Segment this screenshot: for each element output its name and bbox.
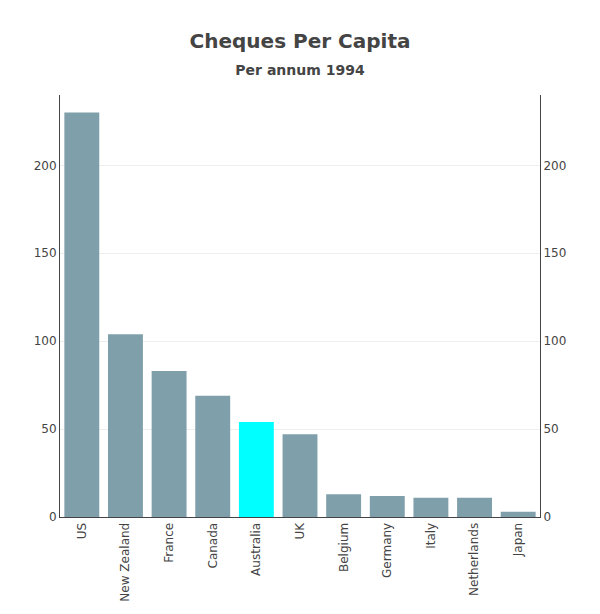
- svg-text:0: 0: [49, 510, 57, 524]
- svg-text:100: 100: [34, 334, 57, 348]
- svg-text:Netherlands: Netherlands: [467, 523, 481, 596]
- svg-text:Italy: Italy: [424, 523, 438, 549]
- svg-text:50: 50: [41, 422, 56, 436]
- svg-text:France: France: [162, 523, 176, 563]
- svg-text:UK: UK: [293, 522, 307, 540]
- svg-text:200: 200: [34, 159, 57, 173]
- svg-text:Australia: Australia: [249, 523, 263, 576]
- svg-text:US: US: [75, 523, 89, 539]
- svg-text:100: 100: [543, 334, 566, 348]
- svg-text:0: 0: [543, 510, 551, 524]
- svg-text:200: 200: [543, 159, 566, 173]
- svg-text:Japan: Japan: [511, 523, 525, 557]
- svg-text:Cheques Per Capita: Cheques Per Capita: [190, 29, 411, 53]
- svg-text:50: 50: [543, 422, 558, 436]
- svg-text:New Zealand: New Zealand: [118, 523, 132, 602]
- svg-text:Per annum 1994: Per annum 1994: [235, 62, 365, 78]
- svg-text:150: 150: [543, 246, 566, 260]
- svg-text:Germany: Germany: [380, 523, 394, 578]
- svg-text:Belgium: Belgium: [337, 523, 351, 572]
- svg-text:150: 150: [34, 246, 57, 260]
- svg-text:Canada: Canada: [206, 523, 220, 569]
